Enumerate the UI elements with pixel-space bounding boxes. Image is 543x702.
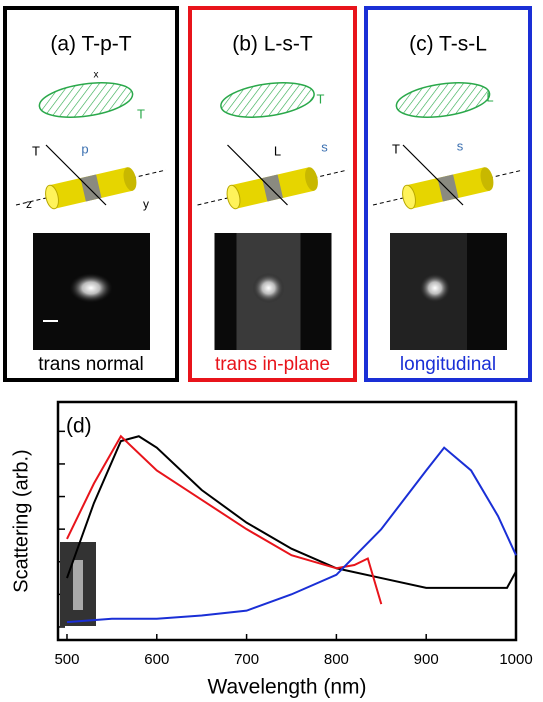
panel-caption: trans in-plane [215,354,330,375]
x-tick-label: 600 [144,651,169,668]
series-line [67,448,516,622]
panel-title: (b) L-s-T [232,33,313,56]
x-axis-label: Wavelength (nm) [207,676,366,699]
panel-caption: trans normal [38,354,144,375]
x-tick-label: 700 [234,651,259,668]
nanorod [43,166,138,210]
diagram-label: y [143,197,149,211]
x-tick-label: 900 [414,651,439,668]
series-line [67,436,516,588]
diagram-label: T [392,141,400,156]
series-line [67,436,381,604]
x-tick-label: 500 [54,651,79,668]
plot-frame [58,402,516,640]
diagram-label: p [81,141,88,156]
y-axis-label: Scattering (arb.) [10,449,32,592]
diagram-label: T [32,143,40,158]
diagram-label: T [137,106,145,121]
panel-title: (a) T-p-T [50,33,131,56]
image-spot [69,273,113,303]
diagram-label: s [321,139,328,154]
panel-title: (c) T-s-L [409,33,487,56]
nanorod [400,166,495,210]
image-spot [419,273,451,303]
field-ellipse [219,78,317,123]
x-tick-label: 1000 [499,651,532,668]
inset-rod [73,560,83,610]
diagram-label: s [457,138,464,153]
figure: (a) T-p-T x T Tp z y trans normal (b) L-s-T T Ls t… [0,0,543,702]
field-ellipse [394,78,492,123]
diagram-label: L [486,89,493,104]
diagram-label: T [317,91,325,106]
field-ellipse [37,78,135,123]
panel-caption: longitudinal [400,354,496,375]
x-tick-label: 800 [324,651,349,668]
image-spot [253,273,285,303]
nanorod [225,166,320,210]
panel-label: (d) [66,415,92,438]
diagram-label: x [94,70,99,81]
diagram-label: z [26,197,32,211]
diagram-label: L [274,143,281,158]
